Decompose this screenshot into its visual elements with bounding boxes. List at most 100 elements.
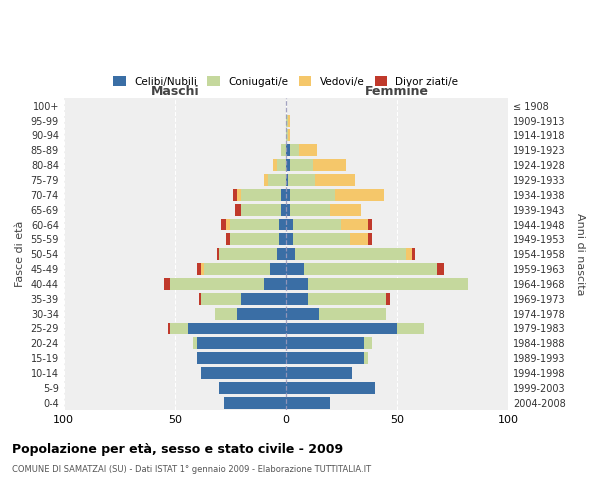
Text: Popolazione per età, sesso e stato civile - 2009: Popolazione per età, sesso e stato civil… [12, 442, 343, 456]
Bar [350, 234, 368, 245]
Bar [412, 248, 415, 260]
Bar [202, 367, 286, 379]
Bar [319, 308, 386, 320]
Bar [230, 218, 279, 230]
Bar [237, 308, 286, 320]
Bar [263, 174, 268, 186]
Bar [286, 322, 397, 334]
Bar [286, 338, 364, 349]
Bar [193, 338, 197, 349]
Bar [226, 234, 230, 245]
Bar [263, 278, 286, 290]
Bar [197, 263, 202, 275]
Bar [286, 204, 290, 216]
Bar [188, 322, 286, 334]
Y-axis label: Anni di nascita: Anni di nascita [575, 213, 585, 296]
Bar [277, 248, 286, 260]
Bar [199, 293, 202, 304]
Bar [286, 114, 288, 126]
Y-axis label: Fasce di età: Fasce di età [15, 221, 25, 288]
Text: Femmine: Femmine [365, 86, 429, 98]
Bar [286, 144, 290, 156]
Bar [437, 263, 443, 275]
Bar [286, 367, 352, 379]
Bar [241, 204, 281, 216]
Bar [330, 204, 361, 216]
Bar [286, 130, 288, 141]
Text: COMUNE DI SAMATZAI (SU) - Dati ISTAT 1° gennaio 2009 - Elaborazione TUTTITALIA.I: COMUNE DI SAMATZAI (SU) - Dati ISTAT 1° … [12, 466, 371, 474]
Bar [226, 218, 230, 230]
Bar [164, 278, 170, 290]
Bar [286, 382, 374, 394]
Bar [397, 322, 424, 334]
Bar [241, 189, 281, 201]
Bar [288, 130, 290, 141]
Bar [313, 159, 346, 171]
Bar [271, 263, 286, 275]
Bar [268, 174, 286, 186]
Bar [308, 293, 386, 304]
Bar [241, 293, 286, 304]
Bar [281, 189, 286, 201]
Bar [286, 278, 308, 290]
Bar [203, 263, 271, 275]
Bar [286, 293, 308, 304]
Bar [364, 338, 373, 349]
Bar [286, 263, 304, 275]
Bar [219, 382, 286, 394]
Bar [219, 248, 277, 260]
Bar [290, 189, 335, 201]
Bar [233, 189, 237, 201]
Text: Maschi: Maschi [151, 86, 199, 98]
Bar [288, 174, 315, 186]
Bar [364, 352, 368, 364]
Bar [293, 234, 350, 245]
Bar [272, 159, 277, 171]
Bar [286, 189, 290, 201]
Bar [202, 263, 203, 275]
Bar [170, 278, 263, 290]
Bar [293, 218, 341, 230]
Bar [315, 174, 355, 186]
Bar [235, 204, 241, 216]
Bar [406, 248, 412, 260]
Bar [279, 218, 286, 230]
Bar [221, 218, 226, 230]
Bar [286, 234, 293, 245]
Bar [308, 278, 468, 290]
Bar [286, 218, 293, 230]
Legend: Celibi/Nubili, Coniugati/e, Vedovi/e, Divor ziati/e: Celibi/Nubili, Coniugati/e, Vedovi/e, Di… [109, 72, 463, 91]
Bar [281, 204, 286, 216]
Bar [286, 308, 319, 320]
Bar [215, 308, 237, 320]
Bar [202, 293, 241, 304]
Bar [341, 218, 368, 230]
Bar [335, 189, 383, 201]
Bar [237, 189, 241, 201]
Bar [368, 234, 373, 245]
Bar [299, 144, 317, 156]
Bar [281, 144, 286, 156]
Bar [290, 204, 330, 216]
Bar [304, 263, 437, 275]
Bar [368, 218, 373, 230]
Bar [168, 322, 170, 334]
Bar [295, 248, 406, 260]
Bar [286, 159, 290, 171]
Bar [197, 352, 286, 364]
Bar [197, 338, 286, 349]
Bar [224, 397, 286, 408]
Bar [279, 234, 286, 245]
Bar [288, 114, 290, 126]
Bar [277, 159, 286, 171]
Bar [230, 234, 279, 245]
Bar [217, 248, 219, 260]
Bar [290, 159, 313, 171]
Bar [286, 352, 364, 364]
Bar [286, 248, 295, 260]
Bar [286, 174, 288, 186]
Bar [290, 144, 299, 156]
Bar [386, 293, 390, 304]
Bar [170, 322, 188, 334]
Bar [286, 397, 330, 408]
